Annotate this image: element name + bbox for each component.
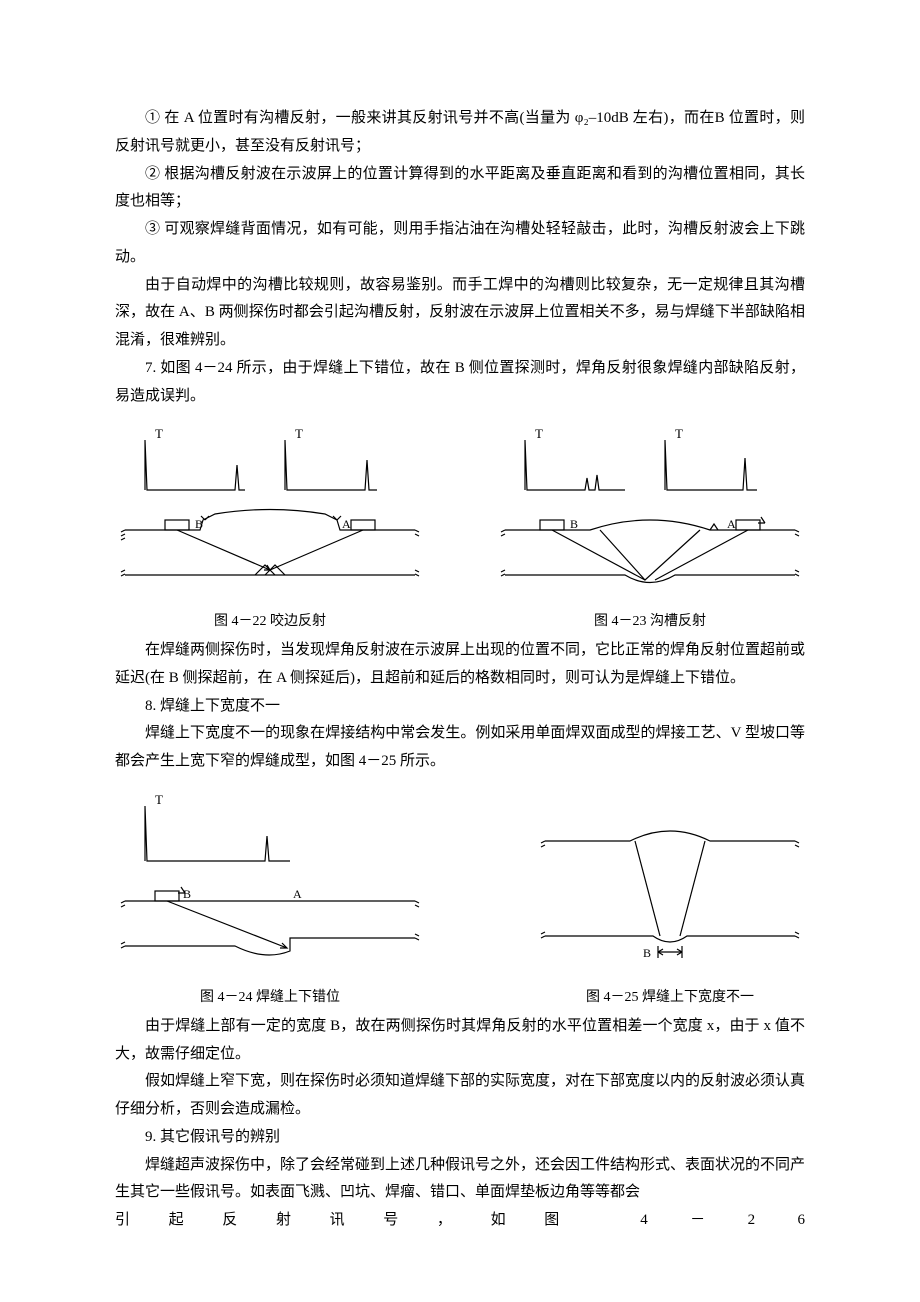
para-7: 8. 焊缝上下宽度不一 xyxy=(115,693,805,721)
label-T: T xyxy=(675,426,683,441)
figure-4-24-svg: T B A xyxy=(115,786,425,981)
para-5: 7. 如图 4－24 所示，由于焊缝上下错位，故在 B 侧位置探测时，焊角反射很… xyxy=(115,355,805,411)
label-B: B xyxy=(183,887,191,901)
figure-4-24: T B A xyxy=(115,786,425,1011)
label-B: B xyxy=(570,517,578,531)
para-11: 9. 其它假讯号的辨别 xyxy=(115,1124,805,1152)
figure-4-25-svg: B xyxy=(535,786,805,981)
para-6: 在焊缝两侧探伤时，当发现焊角反射波在示波屏上出现的位置不同，它比正常的焊角反射位… xyxy=(115,637,805,693)
label-T: T xyxy=(155,792,163,807)
para-9: 由于焊缝上部有一定的宽度 B，故在两侧探伤时其焊角反射的水平位置相差一个宽度 x… xyxy=(115,1013,805,1069)
label-B: B xyxy=(195,517,203,531)
figure-4-24-caption: 图 4－24 焊缝上下错位 xyxy=(200,985,340,1011)
para-2: ② 根据沟槽反射波在示波屏上的位置计算得到的水平距离及垂直距离和看到的沟槽位置相… xyxy=(115,161,805,217)
label-A: A xyxy=(342,517,351,531)
para-8: 焊缝上下宽度不一的现象在焊接结构中常会发生。例如采用单面焊双面成型的焊接工艺、V… xyxy=(115,720,805,776)
para-4: 由于自动焊中的沟槽比较规则，故容易鉴别。而手工焊中的沟槽则比较复杂，无一定规律且… xyxy=(115,272,805,355)
para-1: ① 在 A 位置时有沟槽反射，一般来讲其反射讯号并不高(当量为 φ₂–10dB … xyxy=(115,105,805,161)
figure-4-22: T T B xyxy=(115,420,425,635)
para-3: ③ 可观察焊缝背面情况，如有可能，则用手指沾油在沟槽处轻轻敲击，此时，沟槽反射波… xyxy=(115,216,805,272)
figure-4-22-caption: 图 4－22 咬边反射 xyxy=(214,609,326,635)
label-T: T xyxy=(535,426,543,441)
figure-4-25: B 图 4－25 焊缝上下宽度不一 xyxy=(535,786,805,1011)
page: ① 在 A 位置时有沟槽反射，一般来讲其反射讯号并不高(当量为 φ₂–10dB … xyxy=(0,0,920,1295)
label-B: B xyxy=(643,946,651,960)
figure-4-25-caption: 图 4－25 焊缝上下宽度不一 xyxy=(586,985,754,1011)
figure-row-1: T T B xyxy=(115,420,805,635)
para-12: 焊缝超声波探伤中，除了会经常碰到上述几种假讯号之外，还会因工件结构形式、表面状况… xyxy=(115,1152,805,1208)
label-A: A xyxy=(727,517,736,531)
figure-4-23-svg: T T B xyxy=(495,420,805,605)
figure-4-22-svg: T T B xyxy=(115,420,425,605)
figure-4-23: T T B xyxy=(495,420,805,635)
figure-row-2: T B A xyxy=(115,786,805,1011)
label-A: A xyxy=(293,887,302,901)
label-T: T xyxy=(155,426,163,441)
para-13: 引起反射讯号，如图 4 － 2 6 xyxy=(115,1207,805,1235)
label-T: T xyxy=(295,426,303,441)
para-10: 假如焊缝上窄下宽，则在探伤时必须知道焊缝下部的实际宽度，对在下部宽度以内的反射波… xyxy=(115,1068,805,1124)
figure-4-23-caption: 图 4－23 沟槽反射 xyxy=(594,609,706,635)
